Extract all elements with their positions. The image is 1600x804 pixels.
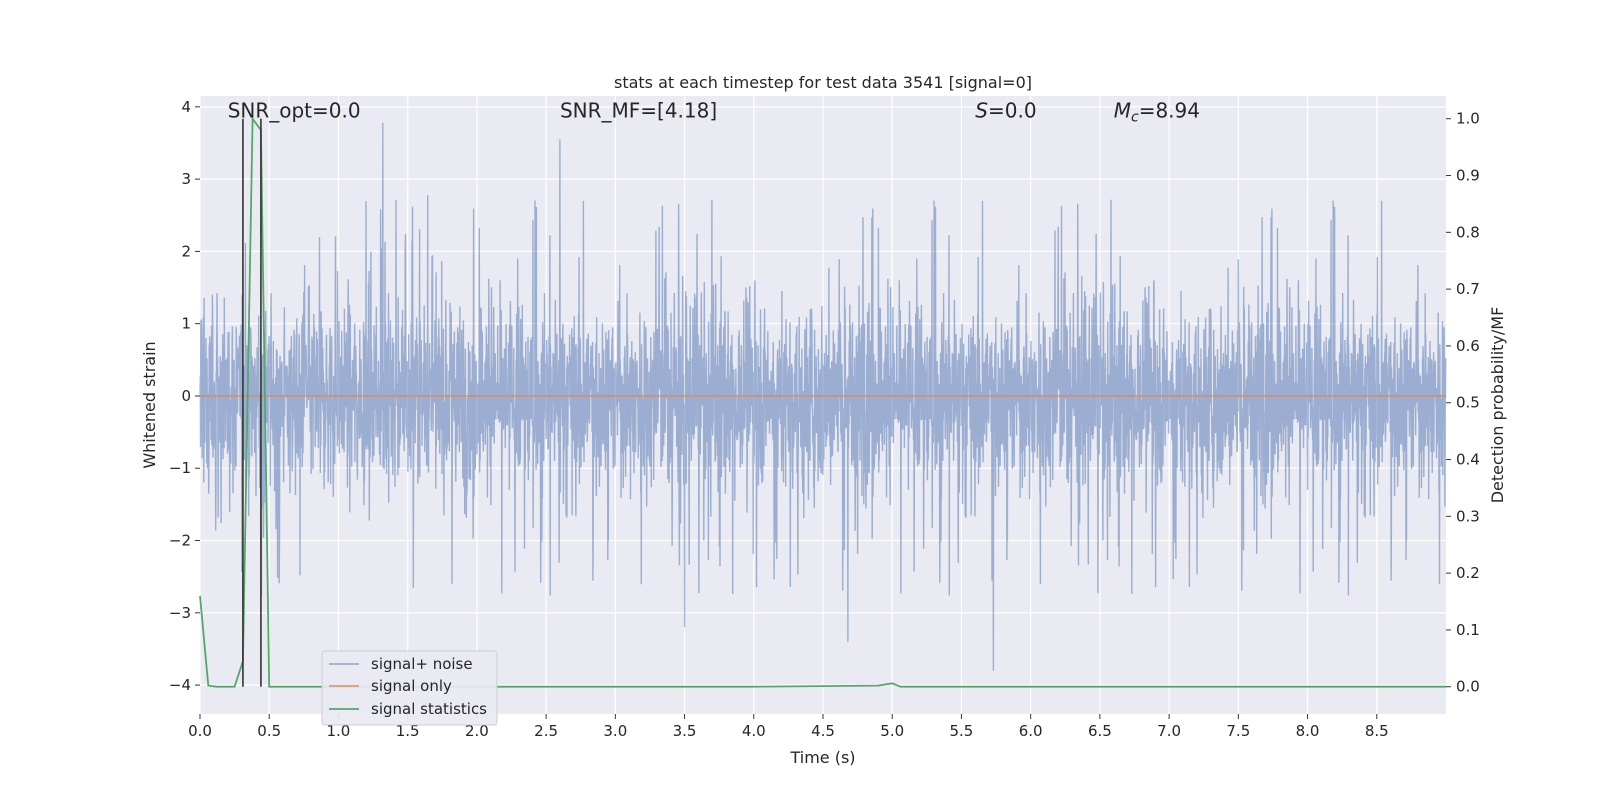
y-tick-label-5: −1 <box>169 459 191 477</box>
y-tick-label-3: 1 <box>181 315 191 333</box>
series-signal-noise-line <box>199 122 1447 671</box>
x-tick-label-14: 7.0 <box>1157 722 1181 740</box>
legend-label-noise: signal+ noise <box>371 655 473 673</box>
x-tick-label-2: 1.0 <box>327 722 351 740</box>
x-tick-label-11: 5.5 <box>950 722 974 740</box>
y-right-tick-label-9: 0.1 <box>1456 621 1480 639</box>
y-right-tick-label-8: 0.2 <box>1456 564 1480 582</box>
annotation-s: S=0.0 <box>975 99 1036 123</box>
x-tick-label-13: 6.5 <box>1088 722 1112 740</box>
y-right-tick-label-0: 1.0 <box>1456 110 1480 128</box>
axis-layer: 0.0 0.5 1.0 1.5 2.0 2.5 3.0 3.5 4.0 4.5 5.0 5.5 6.0 6… <box>169 98 1480 740</box>
y-tick-label-8: −4 <box>169 676 191 694</box>
x-tick-label-7: 3.5 <box>673 722 697 740</box>
annotation-snr-mf: SNR_MF=[4.18] <box>560 99 717 123</box>
y-right-tick-label-2: 0.8 <box>1456 223 1480 241</box>
legend-box <box>321 650 498 726</box>
y-axis-label: Whitened strain <box>140 341 159 468</box>
legend-label-stats: signal statistics <box>371 700 487 718</box>
x-tick-label-5: 2.5 <box>534 722 558 740</box>
x-axis-label: Time (s) <box>789 748 855 767</box>
stats-layer <box>199 116 1446 688</box>
y-tick-label-6: −2 <box>169 532 191 550</box>
x-tick-label-6: 3.0 <box>603 722 627 740</box>
chart-title: stats at each timestep for test data 354… <box>614 73 1032 92</box>
y-right-tick-label-1: 0.9 <box>1456 167 1480 185</box>
x-tick-label-15: 7.5 <box>1226 722 1250 740</box>
y-tick-label-0: 4 <box>181 98 191 116</box>
y-tick-label-4: 0 <box>181 387 191 405</box>
legend: signal+ noise signal only signal statist… <box>321 650 498 726</box>
x-tick-label-10: 5.0 <box>880 722 904 740</box>
noise-layer <box>199 122 1447 671</box>
x-tick-label-9: 4.5 <box>811 722 835 740</box>
x-tick-label-17: 8.5 <box>1365 722 1389 740</box>
legend-label-signal: signal only <box>371 677 452 695</box>
y-tick-label-7: −3 <box>169 604 191 622</box>
y-right-tick-label-10: 0.0 <box>1456 678 1480 696</box>
y-right-tick-label-5: 0.5 <box>1456 394 1480 412</box>
y-right-tick-label-6: 0.4 <box>1456 451 1480 469</box>
y-right-tick-label-4: 0.6 <box>1456 337 1480 355</box>
y-axis-right-label: Detection probability/MF <box>1488 307 1507 504</box>
x-tick-label-8: 4.0 <box>742 722 766 740</box>
x-tick-label-0: 0.0 <box>188 722 212 740</box>
series-signal-statistics-line <box>199 116 1446 688</box>
y-right-tick-label-3: 0.7 <box>1456 280 1480 298</box>
annotation-mc: Mc=8.94 <box>1114 99 1200 126</box>
y-tick-label-1: 3 <box>181 170 191 188</box>
x-tick-label-3: 1.5 <box>396 722 420 740</box>
x-tick-label-4: 2.0 <box>465 722 489 740</box>
annotation-snr-opt: SNR_opt=0.0 <box>228 99 361 123</box>
y-tick-label-2: 2 <box>181 242 191 260</box>
y-right-tick-label-7: 0.3 <box>1456 507 1480 525</box>
annotation-layer: SNR_opt=0.0 SNR_MF=[4.18] S=0.0 Mc=8.94 <box>228 99 1200 126</box>
x-tick-label-16: 8.0 <box>1296 722 1320 740</box>
marker-layer <box>242 118 262 687</box>
x-tick-label-12: 6.0 <box>1019 722 1043 740</box>
x-tick-label-1: 0.5 <box>257 722 281 740</box>
